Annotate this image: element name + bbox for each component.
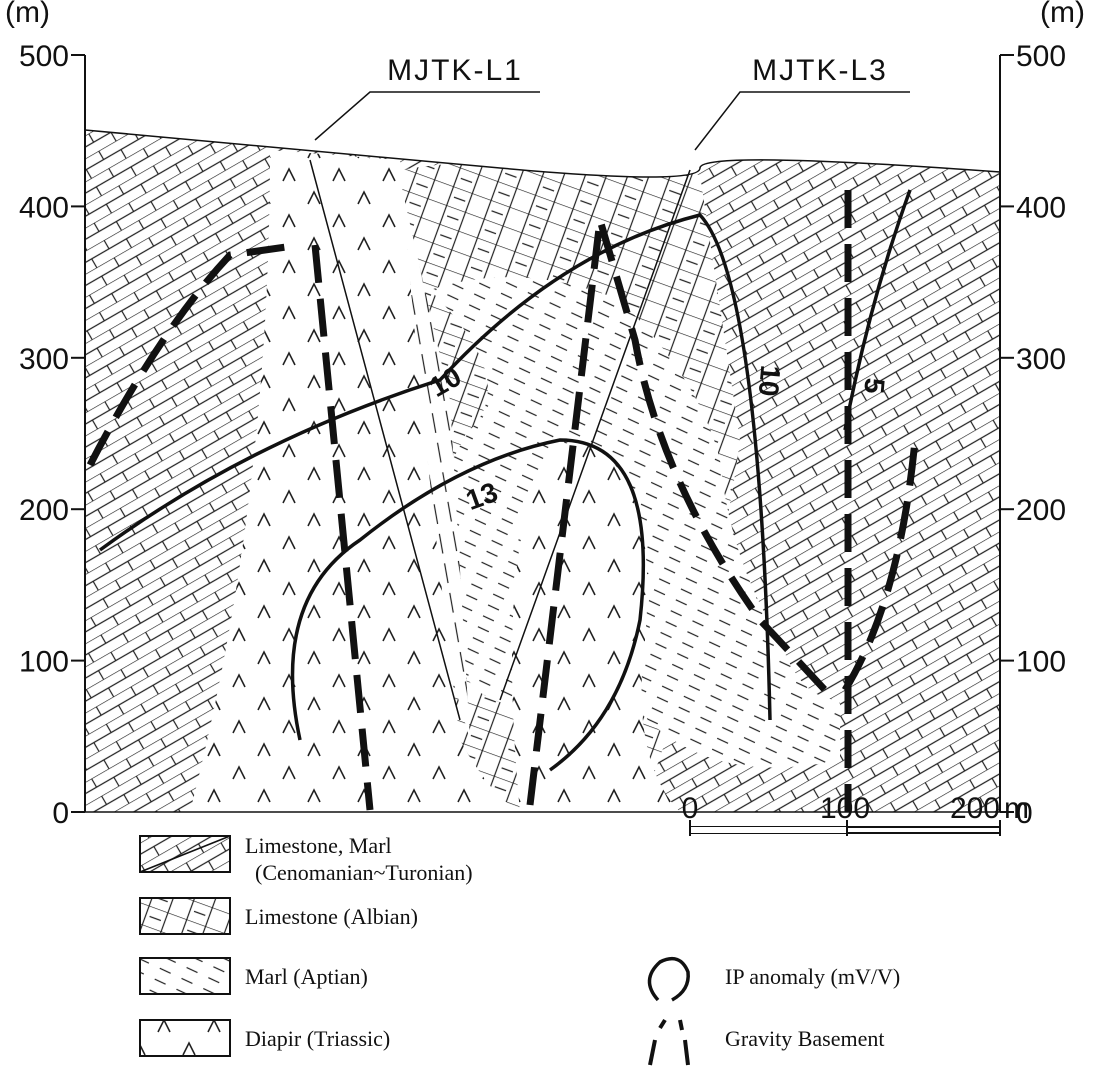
axis-unit: (m)	[5, 0, 50, 29]
borehole-l3	[499, 169, 691, 701]
leader-l1	[314, 91, 540, 141]
axis-unit: (m)	[1040, 0, 1085, 29]
tick-label: 200	[19, 494, 69, 527]
tick-label: 500	[1016, 40, 1066, 73]
legend-label: Diapir (Triassic)	[245, 1026, 390, 1051]
legend-label: Marl (Aptian)	[245, 964, 368, 989]
ip-anomaly	[98, 189, 912, 772]
scale-label: 200	[950, 792, 1000, 825]
leader-l3	[694, 91, 910, 151]
legend-label: Gravity Basement	[725, 1026, 884, 1051]
contour-label: 5	[858, 377, 890, 395]
scale-unit: m	[1004, 792, 1029, 825]
surface	[84, 129, 1001, 178]
tick-label: 100	[19, 646, 69, 679]
scale-bar	[689, 820, 1001, 836]
borehole-label: MJTK-L3	[752, 54, 888, 87]
tick-label: 100	[1016, 646, 1066, 679]
tick-label: 500	[19, 40, 69, 73]
borehole-label: MJTK-L1	[387, 54, 523, 87]
geology	[85, 130, 1000, 812]
borehole-l1	[309, 159, 461, 721]
legend-label: Limestone, Marl	[245, 833, 392, 858]
contour-label: 10	[753, 364, 787, 398]
tick-label: 300	[1016, 343, 1066, 376]
scale-label: 0	[682, 792, 699, 825]
tick-label: 0	[1016, 797, 1033, 830]
tick-label: 0	[52, 797, 69, 830]
tick-label: 200	[1016, 494, 1066, 527]
tick-label: 300	[19, 343, 69, 376]
tick-label: 400	[19, 191, 69, 224]
gravity-basement	[86, 190, 919, 812]
legend-label: (Cenomanian~Turonian)	[255, 860, 473, 885]
tick-label: 400	[1016, 191, 1066, 224]
legend-label: IP anomaly (mV/V)	[725, 964, 900, 989]
legend-label: Limestone (Albian)	[245, 904, 418, 929]
legend	[139, 835, 690, 1066]
scale-label: 100	[820, 792, 870, 825]
